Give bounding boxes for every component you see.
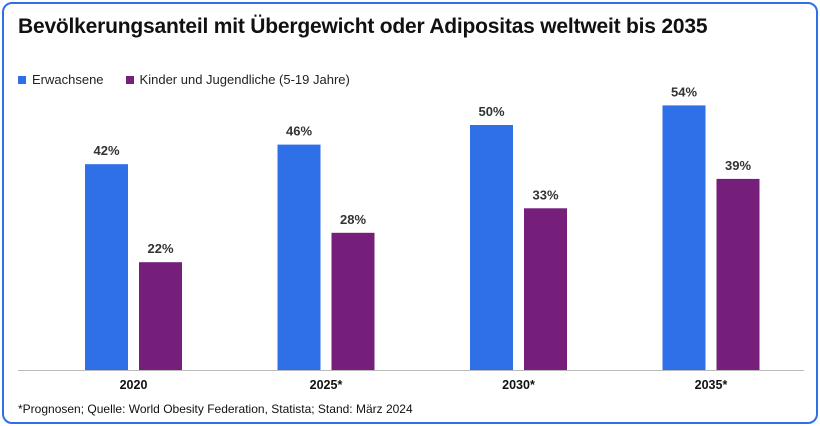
data-label-kinder-2020: 22%: [147, 241, 173, 256]
x-tick-label-2035: 2035*: [695, 378, 728, 392]
data-label-erwachsene-2020: 42%: [93, 143, 119, 158]
bar-erwachsene-2020: [85, 164, 128, 370]
legend-item-kinder: Kinder und Jugendliche (5-19 Jahre): [125, 72, 350, 87]
bar-kinder-2020: [139, 262, 182, 370]
x-tick-label-2020: 2020: [120, 378, 148, 392]
x-tick-label-2025: 2025*: [310, 378, 343, 392]
bar-erwachsene-2025: [277, 144, 321, 370]
chart-title: Bevölkerungsanteil mit Übergewicht oder …: [18, 15, 708, 38]
legend-swatch-kinder: [125, 75, 134, 84]
data-label-erwachsene-2030: 50%: [478, 104, 504, 119]
bar-kinder-2035: [716, 178, 760, 370]
legend-swatch-erwachsene: [18, 75, 26, 84]
bar-erwachsene-2030: [470, 125, 513, 370]
data-label-kinder-2030: 33%: [532, 187, 558, 202]
bar-kinder-2025: [331, 232, 375, 370]
data-label-kinder-2025: 28%: [340, 212, 366, 227]
bar-erwachsene-2035: [662, 105, 706, 371]
legend-label-kinder: Kinder und Jugendliche (5-19 Jahre): [139, 72, 350, 87]
data-label-erwachsene-2035: 54%: [671, 84, 697, 99]
legend-label-erwachsene: Erwachsene: [32, 72, 104, 87]
x-tick-label-2030: 2030*: [502, 378, 535, 392]
bar-kinder-2030: [524, 208, 567, 370]
legend-item-erwachsene: Erwachsene: [18, 72, 104, 87]
data-label-erwachsene-2025: 46%: [286, 124, 312, 139]
data-label-kinder-2035: 39%: [725, 158, 751, 173]
legend: Erwachsene Kinder und Jugendliche (5-19 …: [18, 72, 372, 87]
footnote: *Prognosen; Quelle: World Obesity Federa…: [18, 402, 413, 416]
